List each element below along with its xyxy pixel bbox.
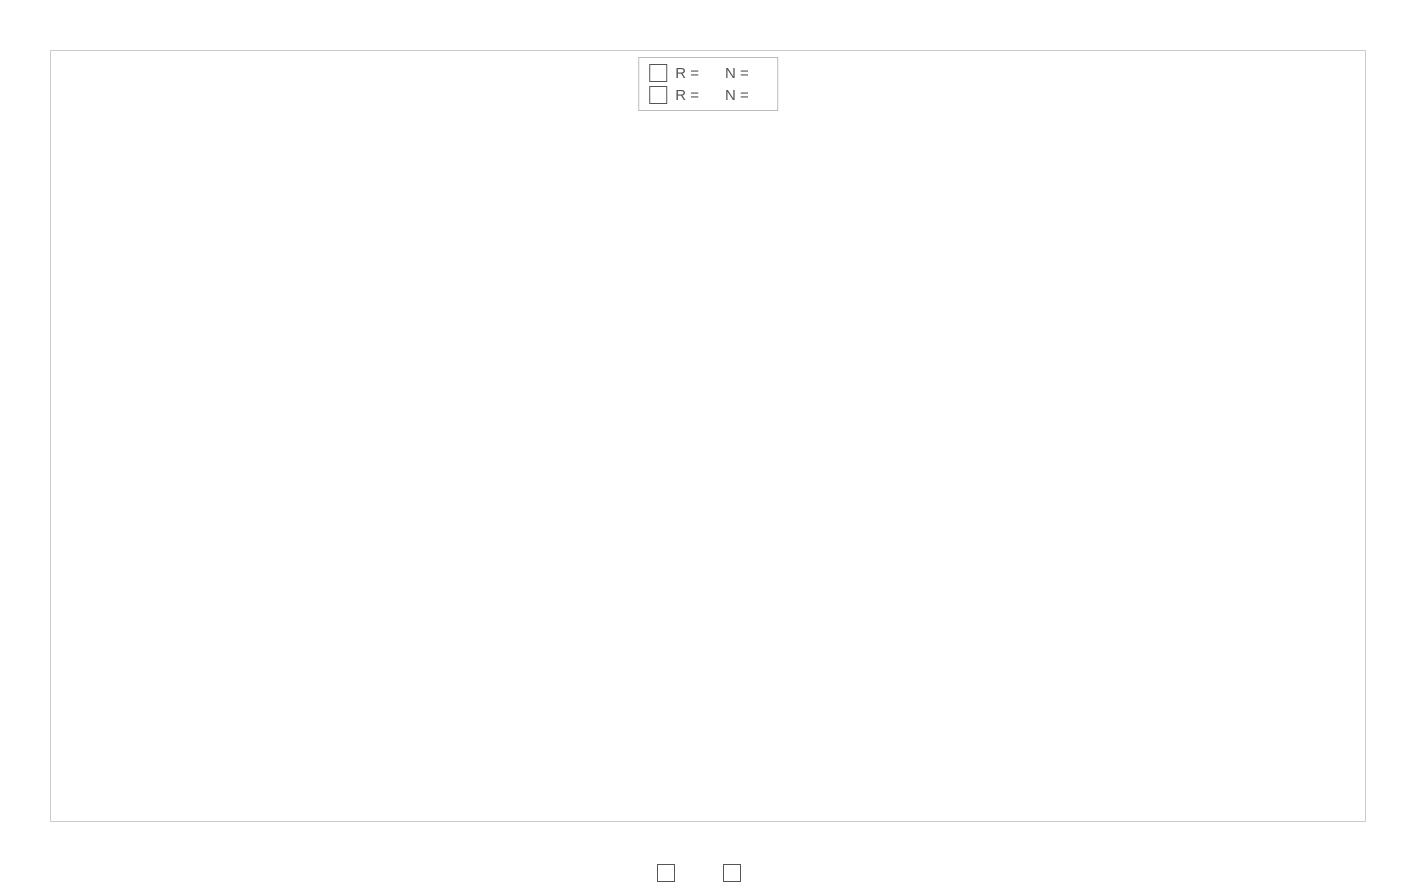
legend-item-cameroon (723, 864, 749, 882)
legend-item-albania (657, 864, 683, 882)
scatter-plot (51, 51, 351, 201)
r-label: R = (675, 65, 699, 82)
stats-row-albania: R = N = (649, 62, 767, 84)
chart-area: R = N = R = N = (50, 50, 1366, 822)
r-label: R = (675, 87, 699, 104)
swatch-cameroon (649, 86, 667, 104)
n-label: N = (725, 87, 749, 104)
n-label: N = (725, 65, 749, 82)
stats-row-cameroon: R = N = (649, 84, 767, 106)
swatch-cameroon (723, 864, 741, 882)
bottom-legend (657, 864, 749, 882)
stats-legend-box: R = N = R = N = (638, 57, 778, 111)
swatch-albania (657, 864, 675, 882)
swatch-albania (649, 64, 667, 82)
